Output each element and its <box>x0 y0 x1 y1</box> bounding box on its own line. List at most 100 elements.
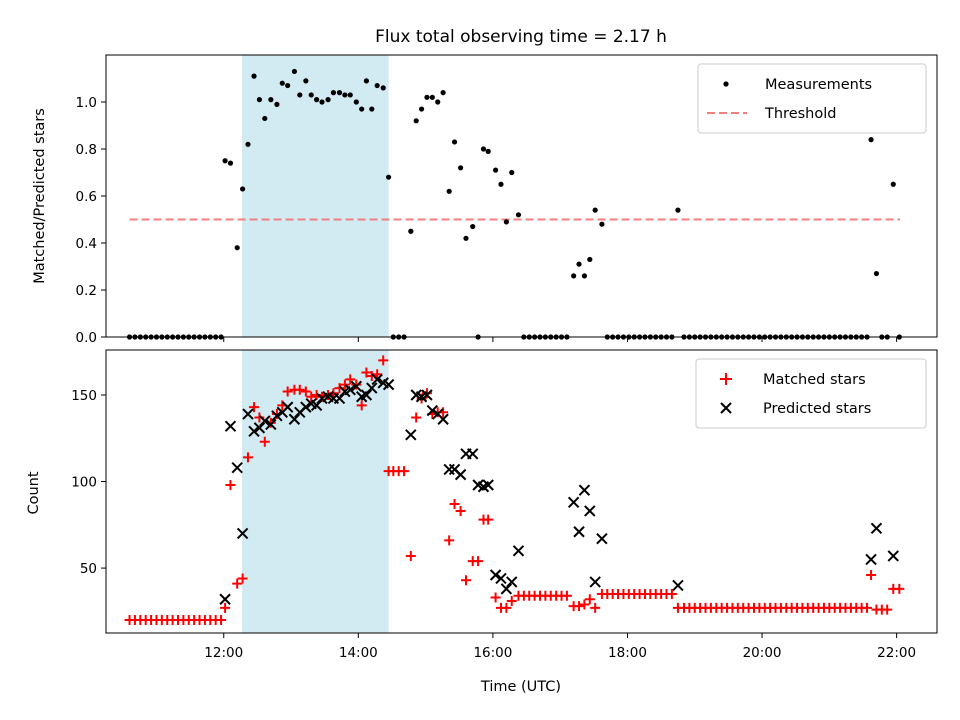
predicted-star-point <box>265 418 277 431</box>
measurement-point <box>279 80 285 86</box>
matched-star-point <box>351 379 362 390</box>
predicted-star-point <box>333 392 346 405</box>
predicted-star-point <box>310 399 323 412</box>
measurement-point <box>576 261 582 267</box>
measurement-point <box>374 82 380 89</box>
matched-star-point <box>882 604 893 615</box>
measurement-point <box>369 106 375 112</box>
matched-star-point <box>862 602 873 613</box>
predicted-star-point <box>454 468 467 481</box>
measurement-point <box>291 68 298 75</box>
matched-star-point <box>294 384 305 395</box>
predicted-star-point <box>489 569 502 581</box>
matched-star-point <box>300 386 311 397</box>
measurement-point <box>336 90 343 96</box>
bottom-legend: Matched stars Predicted stars <box>695 358 927 429</box>
measurement-point <box>509 169 515 176</box>
predicted-star-point <box>870 522 883 534</box>
top-y-axis-label: Matched/Predicted stars <box>32 108 48 284</box>
measurement-point <box>873 270 880 277</box>
measurement-point <box>446 188 452 194</box>
measurement-point <box>470 223 476 230</box>
matched-star-point <box>242 452 253 463</box>
x-tick-label: 20:00 <box>743 645 782 661</box>
top-y-tick-label: 0.4 <box>76 236 97 252</box>
measurement-point <box>463 235 469 241</box>
matched-star-point <box>579 599 590 610</box>
top-y-tick-label: 0.8 <box>76 142 97 158</box>
predicted-star-point <box>231 461 243 474</box>
matched-star-point <box>444 535 455 546</box>
matched-star-point <box>473 556 484 567</box>
predicted-star-point <box>506 576 518 588</box>
legend-measurements-label: Measurements <box>765 77 872 93</box>
measurement-point <box>418 106 425 112</box>
top-y-tick-label: 0.6 <box>76 189 97 205</box>
top-panel: 0.0 0.2 0.4 0.6 0.8 1.0 Matched/Predicted sta… <box>32 54 938 346</box>
predicted-star-point <box>437 413 449 425</box>
matched-star-point <box>421 388 432 399</box>
measurement-point <box>386 174 392 180</box>
matched-star-point <box>449 499 460 510</box>
measurement-point <box>587 256 593 263</box>
chart-title: Flux total observing time = 2.17 h <box>375 27 667 47</box>
measurement-point <box>868 137 874 143</box>
matched-star-point <box>501 602 512 613</box>
predicted-star-point <box>281 401 294 413</box>
matched-star-point <box>225 480 236 491</box>
matched-star-point <box>216 615 227 626</box>
predicted-star-point <box>482 479 494 491</box>
measurement-point <box>325 97 331 103</box>
top-y-tick-label: 0.0 <box>76 330 97 346</box>
measurement-point <box>592 207 598 213</box>
matched-star-point <box>232 578 243 589</box>
predicted-star-point <box>344 384 356 396</box>
predicted-star-point <box>578 484 591 496</box>
matched-star-point <box>506 595 517 606</box>
predicted-star-point <box>573 526 585 538</box>
measurement-point <box>571 273 577 279</box>
top-legend-box <box>697 63 927 134</box>
measurement-point <box>274 101 280 107</box>
matched-star-point <box>220 602 231 613</box>
measurement-point <box>308 92 314 98</box>
measurement-point <box>503 219 509 225</box>
x-tick-label: 22:00 <box>877 645 916 661</box>
predicted-star-point <box>253 422 266 434</box>
measurement-point <box>480 146 487 152</box>
measurement-point <box>359 106 365 112</box>
measurement-point <box>262 115 268 122</box>
matched-star-point <box>561 590 572 601</box>
predicted-star-point <box>443 463 455 476</box>
matched-star-point <box>282 386 293 397</box>
predicted-star-point <box>271 410 283 422</box>
bottom-y-tick-label: 50 <box>80 561 97 577</box>
matched-star-point <box>306 391 317 402</box>
predicted-star-point <box>426 404 439 417</box>
matched-star-point <box>361 367 372 378</box>
matched-star-point <box>405 550 416 561</box>
measurement-point <box>515 212 522 218</box>
top-y-tick-label: 0.2 <box>76 283 97 299</box>
legend-predicted-label: Predicted stars <box>763 401 871 417</box>
legend-measurements-marker <box>723 81 729 87</box>
legend-matched-label: Matched stars <box>763 372 866 388</box>
predicted-star-point <box>224 420 237 432</box>
matched-star-point <box>894 583 905 594</box>
measurement-point <box>256 97 263 103</box>
predicted-star-point <box>567 496 580 509</box>
top-shaded-span <box>241 55 389 337</box>
measurement-point <box>424 94 430 100</box>
measurement-point <box>227 160 234 166</box>
predicted-star-point <box>259 415 271 427</box>
matched-star-point <box>316 391 327 402</box>
predicted-star-point <box>512 545 525 557</box>
measurement-point <box>353 99 359 105</box>
measurement-point <box>342 92 348 98</box>
measurement-point <box>363 78 370 84</box>
predicted-star-point <box>421 389 433 401</box>
matched-star-point <box>490 592 501 603</box>
measurement-point <box>234 245 240 251</box>
measurement-point <box>675 207 681 213</box>
